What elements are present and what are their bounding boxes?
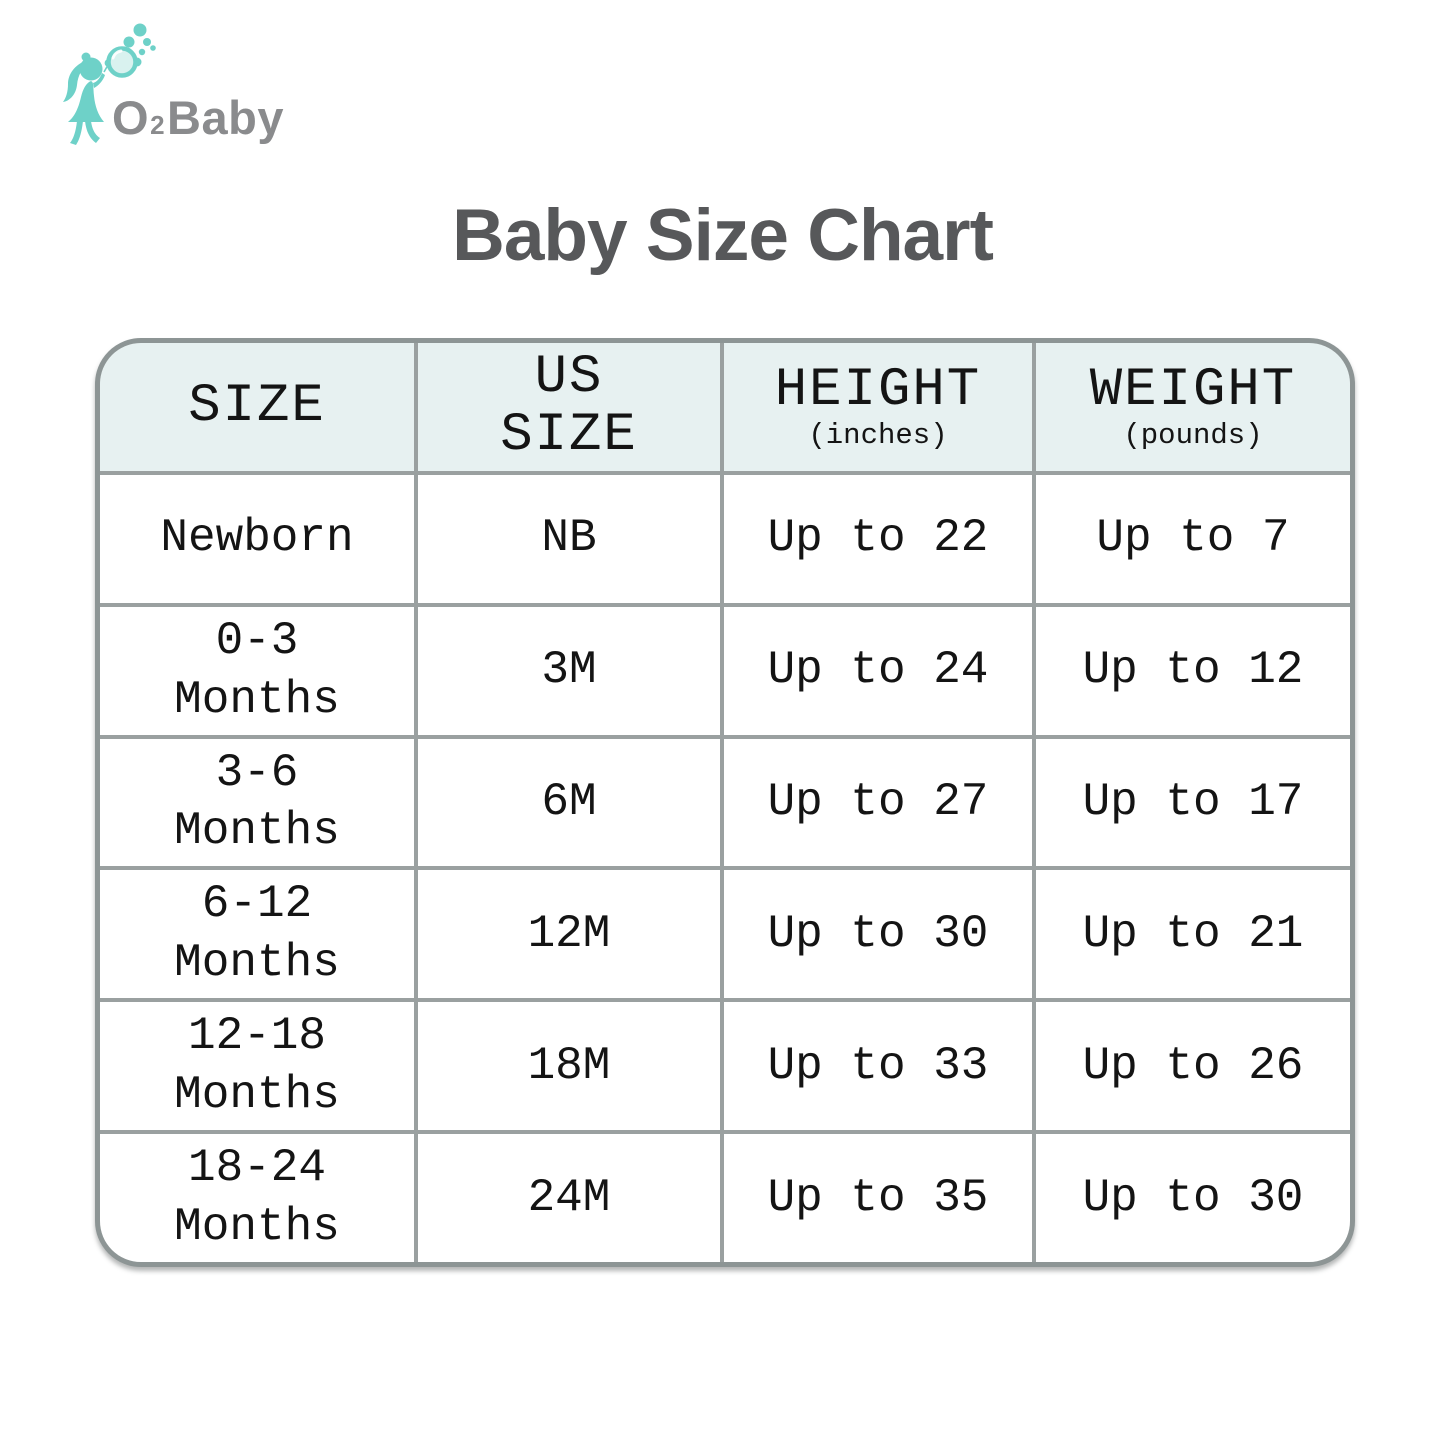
cell-text: Up to 7 [1096,512,1290,565]
cell-size-4: 12-18 Months [100,1002,414,1131]
cell-text: NB [541,512,597,565]
cell-text: Up to 21 [1082,907,1304,960]
header-cell-us-size: US SIZE [418,343,720,471]
cell-height-5: Up to 35 [724,1134,1032,1262]
cell-text: 12-18 Months [174,1010,340,1122]
cell-us-size-1: 3M [418,606,720,735]
header-label-weight: WEIGHT [1089,359,1297,421]
cell-text: 0-3 Months [174,614,340,726]
header-label-us-size: US SIZE [500,346,638,466]
cell-us-size-0: NB [418,474,720,603]
cell-height-0: Up to 22 [724,474,1032,603]
cell-weight-2: Up to 17 [1036,738,1350,867]
header-cell-weight: WEIGHT (pounds) [1036,343,1350,471]
brand-subscript-2: 2 [150,110,166,140]
cell-text: 24M [527,1171,611,1224]
size-chart-table: SIZE US SIZE HEIGHT (inches) WEIGHT (pou… [95,338,1355,1267]
brand-name: Baby [167,91,284,144]
page-title: Baby Size Chart [452,195,994,276]
cell-size-0: Newborn [100,474,414,603]
cell-text: Up to 30 [767,907,989,960]
cell-text: Up to 33 [767,1039,989,1092]
cell-us-size-3: 12M [418,870,720,999]
cell-text: 3-6 Months [174,746,340,858]
cell-weight-3: Up to 21 [1036,870,1350,999]
header-cell-height: HEIGHT (inches) [724,343,1032,471]
cell-us-size-2: 6M [418,738,720,867]
cell-height-1: Up to 24 [724,606,1032,735]
o2baby-logo: O2Baby [40,18,360,168]
cell-height-4: Up to 33 [724,1002,1032,1131]
cell-text: Up to 30 [1082,1171,1304,1224]
cell-text: 6M [541,776,597,829]
header-label-height: HEIGHT [774,359,982,421]
header-sub-weight: (pounds) [1123,419,1263,453]
girl-blowing-bubbles-icon [63,23,156,145]
cell-height-2: Up to 27 [724,738,1032,867]
cell-weight-5: Up to 30 [1036,1134,1350,1262]
cell-us-size-4: 18M [418,1002,720,1131]
cell-height-3: Up to 30 [724,870,1032,999]
table-grid: SIZE US SIZE HEIGHT (inches) WEIGHT (pou… [100,343,1350,1262]
cell-text: 18-24 Months [174,1142,340,1254]
cell-text: Newborn [160,512,354,565]
cell-text: 18M [527,1039,611,1092]
cell-size-3: 6-12 Months [100,870,414,999]
header-label-size: SIZE [188,375,326,437]
brand-o: O [112,91,150,144]
cell-size-5: 18-24 Months [100,1134,414,1262]
cell-text: Up to 24 [767,644,989,697]
cell-text: 3M [541,644,597,697]
cell-text: Up to 12 [1082,644,1304,697]
cell-size-2: 3-6 Months [100,738,414,867]
brand-wordmark: O2Baby [112,94,284,141]
cell-text: 12M [527,907,611,960]
cell-size-1: 0-3 Months [100,606,414,735]
cell-text: Up to 22 [767,512,989,565]
cell-text: Up to 35 [767,1171,989,1224]
cell-text: Up to 26 [1082,1039,1304,1092]
header-sub-height: (inches) [808,419,948,453]
header-cell-size: SIZE [100,343,414,471]
cell-text: 6-12 Months [174,878,340,990]
cell-us-size-5: 24M [418,1134,720,1262]
cell-weight-1: Up to 12 [1036,606,1350,735]
cell-text: Up to 27 [767,776,989,829]
cell-weight-4: Up to 26 [1036,1002,1350,1131]
cell-weight-0: Up to 7 [1036,474,1350,603]
cell-text: Up to 17 [1082,776,1304,829]
